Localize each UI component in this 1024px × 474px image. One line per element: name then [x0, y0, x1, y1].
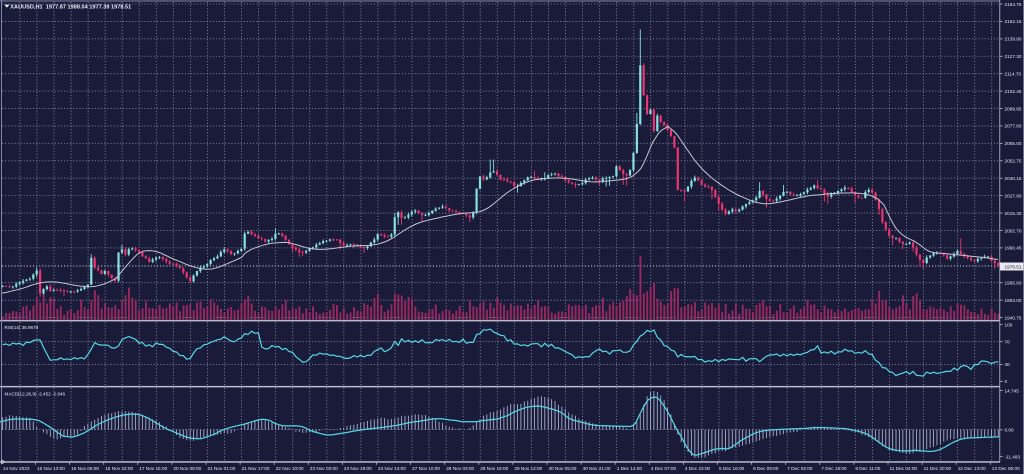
- svg-text:23 Nov 03:00: 23 Nov 03:00: [310, 466, 338, 471]
- svg-text:16 Nov 06:00: 16 Nov 06:00: [71, 466, 99, 471]
- svg-text:17 Nov 15:00: 17 Nov 15:00: [139, 466, 167, 471]
- svg-text:6 Dec 09:00: 6 Dec 09:00: [753, 466, 779, 471]
- svg-text:30 Nov 21:00: 30 Nov 21:00: [583, 466, 611, 471]
- svg-text:21 Nov 17:00: 21 Nov 17:00: [242, 466, 270, 471]
- svg-text:1978.51: 1978.51: [1005, 264, 1022, 269]
- svg-text:8 Dec 11:00: 8 Dec 11:00: [855, 466, 880, 471]
- svg-text:2102.45: 2102.45: [1005, 89, 1022, 94]
- svg-text:29 Nov 12:00: 29 Nov 12:00: [514, 466, 542, 471]
- svg-text:2089.85: 2089.85: [1005, 106, 1022, 111]
- svg-text:11 Dec 04:00: 11 Dec 04:00: [890, 466, 918, 471]
- svg-text:24 Nov 14:00: 24 Nov 14:00: [378, 466, 406, 471]
- svg-text:30: 30: [1005, 362, 1011, 367]
- svg-text:20 Nov 08:00: 20 Nov 08:00: [173, 466, 201, 471]
- svg-text:22 Nov 10:00: 22 Nov 10:00: [276, 466, 304, 471]
- svg-text:4 Dec 07:00: 4 Dec 07:00: [651, 466, 677, 471]
- svg-text:5 Dec 16:00: 5 Dec 16:00: [719, 466, 745, 471]
- svg-text:1 Dec 14:00: 1 Dec 14:00: [617, 466, 643, 471]
- svg-text:XAUUSD,H1 1977.87 1988.04 197: XAUUSD,H1 1977.87 1988.04 1977.39 1978.5…: [10, 5, 131, 11]
- svg-text:0: 0: [1005, 379, 1008, 384]
- svg-text:13 Dec 06:00: 13 Dec 06:00: [992, 466, 1020, 471]
- svg-text:1940.75: 1940.75: [1005, 315, 1022, 320]
- svg-text:15 Nov 13:00: 15 Nov 13:00: [37, 466, 65, 471]
- svg-text:MACD(12,26,9) -2.452 -2.646: MACD(12,26,9) -2.452 -2.646: [5, 392, 66, 397]
- svg-text:100: 100: [1005, 323, 1013, 328]
- svg-text:2139.90: 2139.90: [1005, 37, 1022, 42]
- svg-text:70: 70: [1005, 340, 1011, 345]
- svg-text:28 Nov 19:00: 28 Nov 19:00: [480, 466, 508, 471]
- svg-text:21 Nov 01:00: 21 Nov 01:00: [208, 466, 236, 471]
- svg-text:23 Nov 19:00: 23 Nov 19:00: [344, 466, 372, 471]
- svg-text:RSI(14) 38.9679: RSI(14) 38.9679: [5, 325, 39, 330]
- svg-text:27 Nov 10:00: 27 Nov 10:00: [412, 466, 440, 471]
- svg-text:30 Nov 05:00: 30 Nov 05:00: [549, 466, 577, 471]
- svg-text:1965.60: 1965.60: [1005, 281, 1022, 286]
- svg-text:2052.75: 2052.75: [1005, 159, 1022, 164]
- svg-text:2164.75: 2164.75: [1005, 2, 1022, 7]
- svg-text:-11.493: -11.493: [1005, 454, 1021, 459]
- svg-text:7 Dec 18:00: 7 Dec 18:00: [821, 466, 847, 471]
- svg-text:12 Dec 13:00: 12 Dec 13:00: [958, 466, 986, 471]
- svg-text:11 Dec 20:00: 11 Dec 20:00: [924, 466, 952, 471]
- svg-text:2127.30: 2127.30: [1005, 54, 1022, 59]
- svg-text:2065.00: 2065.00: [1005, 141, 1022, 146]
- svg-text:14 Nov 2023: 14 Nov 2023: [3, 466, 30, 471]
- svg-text:2152.15: 2152.15: [1005, 19, 1022, 24]
- svg-text:0.00: 0.00: [1005, 428, 1015, 433]
- svg-text:16 Nov 22:00: 16 Nov 22:00: [105, 466, 133, 471]
- svg-text:28 Nov 03:00: 28 Nov 03:00: [446, 466, 474, 471]
- svg-text:7 Dec 02:00: 7 Dec 02:00: [787, 466, 813, 471]
- svg-text:1953.00: 1953.00: [1005, 298, 1022, 303]
- svg-text:2027.90: 2027.90: [1005, 193, 1022, 198]
- svg-text:2002.70: 2002.70: [1005, 228, 1022, 233]
- svg-text:14.745: 14.745: [1005, 388, 1020, 393]
- svg-text:4 Dec 23:00: 4 Dec 23:00: [685, 466, 711, 471]
- svg-text:2114.70: 2114.70: [1005, 71, 1022, 76]
- svg-text:2015.30: 2015.30: [1005, 211, 1022, 216]
- svg-text:2077.60: 2077.60: [1005, 124, 1022, 129]
- svg-text:1990.45: 1990.45: [1005, 246, 1022, 251]
- svg-text:2040.15: 2040.15: [1005, 176, 1022, 181]
